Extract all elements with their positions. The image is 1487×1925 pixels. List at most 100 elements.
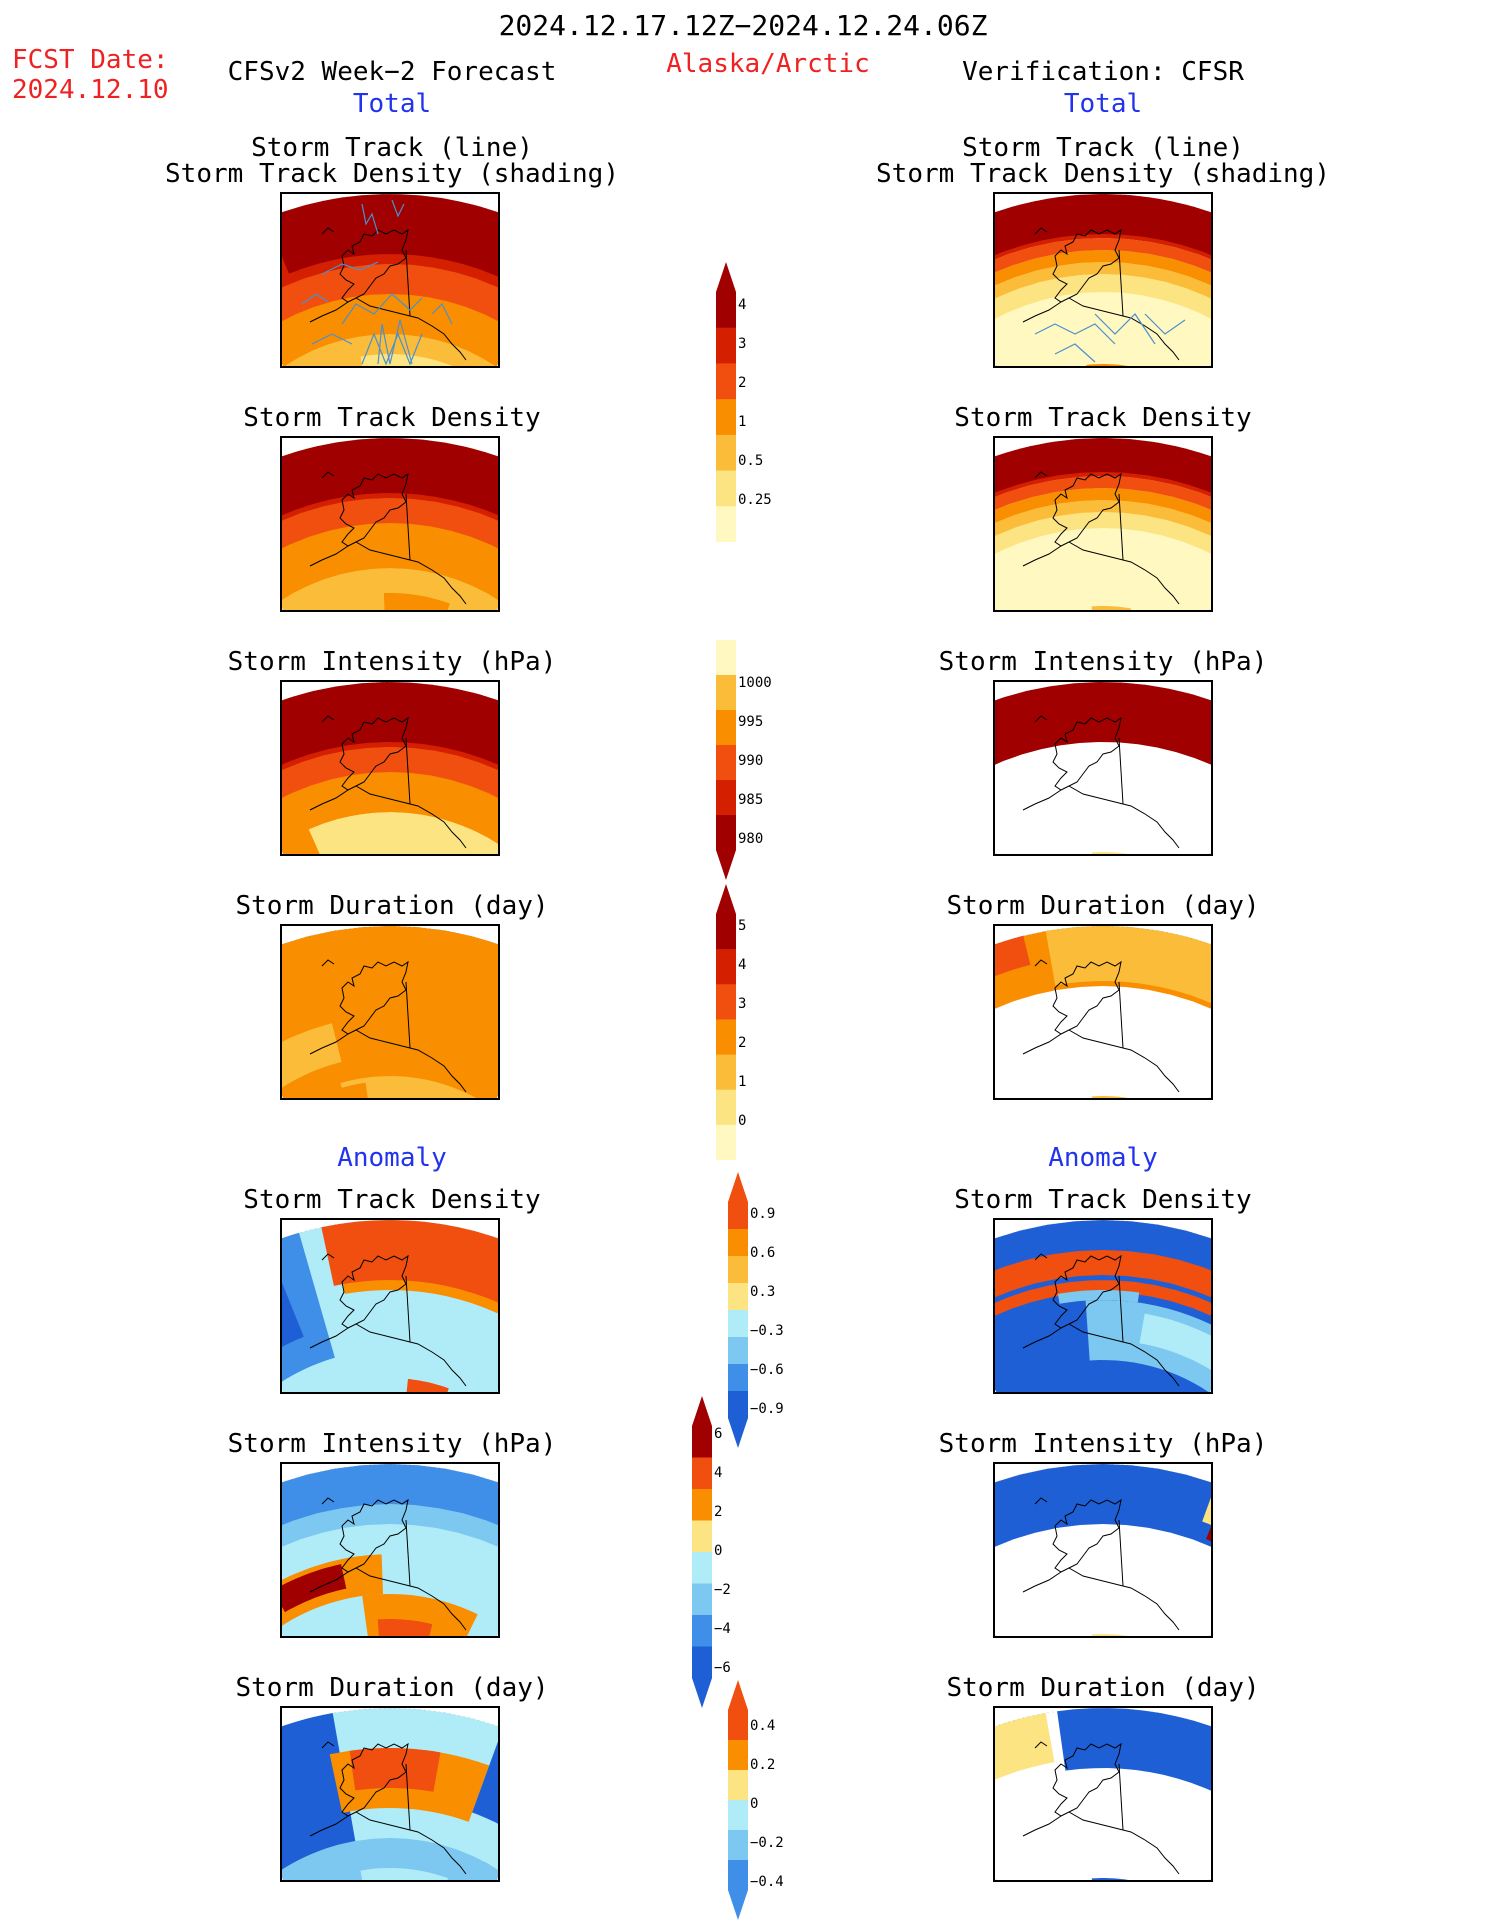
alaska-south-coast	[1068, 297, 1180, 361]
siberia-coast	[321, 715, 335, 723]
shading-lightorange	[995, 500, 1211, 537]
alaska-coastline	[1052, 1742, 1122, 1817]
alaska-south-coast	[355, 541, 467, 605]
border-line	[405, 1519, 411, 1587]
colorbar-cap-bottom	[728, 1418, 748, 1448]
shading-orange	[282, 772, 498, 844]
shading-orange	[383, 593, 450, 610]
aleutian-chain	[1022, 789, 1062, 811]
storm-track-line	[1034, 323, 1116, 345]
storm-track-line	[341, 293, 423, 325]
shading-orange	[282, 294, 498, 366]
storm-track-line	[431, 302, 453, 325]
title-anom-intensity-right: Storm Intensity (hPa)	[938, 1429, 1268, 1459]
aleutian-chain	[309, 301, 349, 323]
alaska-south-coast	[1068, 541, 1180, 605]
map-anom-density-verification	[993, 1218, 1213, 1394]
storm-track-line	[1144, 313, 1186, 335]
colorbar-segment	[716, 815, 736, 851]
map-density-verification	[993, 436, 1213, 612]
border-line	[1118, 493, 1124, 561]
alaska-south-coast	[355, 785, 467, 849]
colorbar-segment	[728, 1740, 748, 1771]
shading-yellow	[1091, 1634, 1129, 1636]
alaska-south-coast	[1068, 1811, 1180, 1875]
siberia-coast	[1034, 1497, 1048, 1505]
right-total-label: Total	[1063, 89, 1143, 119]
title-track-shading-left: Storm Track Density (shading)	[165, 159, 619, 189]
shading-yellow	[995, 512, 1211, 554]
title-density-left: Storm Track Density	[243, 403, 541, 433]
shading-lightblue	[282, 1524, 498, 1580]
shading-lightorange	[1091, 1096, 1129, 1098]
colorbar-segment	[716, 984, 736, 1020]
shading-orangered	[406, 1378, 449, 1392]
map-track-density-verification	[993, 192, 1213, 368]
colorbar-segment	[692, 1489, 712, 1521]
aleutian-chain	[309, 1327, 349, 1349]
map-intensity-verification	[993, 680, 1213, 856]
colorbar-segment	[728, 1800, 748, 1831]
shading-lightorange	[284, 334, 496, 366]
alaska-coastline	[339, 1498, 409, 1573]
colorbar-intensity-total: 1000 995 990 985 980	[716, 640, 772, 884]
title-anom-density-left: Storm Track Density	[243, 1185, 541, 1215]
shading-darkred	[995, 438, 1211, 493]
alaska-south-coast	[1068, 1029, 1180, 1093]
shading-orangered	[349, 1748, 441, 1792]
border-line	[1118, 1519, 1124, 1587]
shading-orangered	[995, 476, 1211, 510]
anomaly-label-left: Anomaly	[337, 1143, 447, 1173]
shading-orangered	[321, 1220, 498, 1303]
colorbar-segment	[728, 1770, 748, 1801]
storm-track-line	[1054, 343, 1096, 363]
shading-darkred	[282, 438, 498, 516]
colorbar-segment	[716, 1124, 736, 1161]
colorbar-segment	[692, 1615, 712, 1647]
map-anom-duration-verification	[993, 1706, 1213, 1882]
colorbar-segment	[728, 1283, 748, 1311]
shading-darkblue	[282, 1282, 304, 1347]
colorbar-segment	[716, 675, 736, 711]
shading-darkred	[282, 194, 498, 277]
shading-lightorange	[1045, 926, 1211, 1004]
alaska-south-coast	[355, 1567, 467, 1631]
shading-yellow	[1091, 852, 1128, 854]
shading-orangered	[282, 747, 498, 798]
shading-darkred	[282, 682, 498, 765]
alaska-south-coast	[1068, 1567, 1180, 1631]
colorbar-segment	[692, 1583, 712, 1616]
colorbar-segment	[728, 1310, 748, 1338]
aleutian-chain	[1022, 1033, 1062, 1055]
colorbar-cap-bottom	[716, 850, 736, 880]
colorbar-cap-bottom	[692, 1678, 712, 1708]
siberia-coast	[1034, 959, 1048, 967]
aleutian-chain	[309, 1571, 349, 1593]
shading-orangered	[995, 1250, 1211, 1298]
shading-lightblue	[1139, 1313, 1211, 1370]
map-density-forecast	[280, 436, 500, 612]
colorbar-cap-top	[716, 262, 736, 292]
colorbar-segment	[692, 1646, 712, 1679]
title-track-line-left: Storm Track (line)	[251, 133, 533, 163]
siberia-coast	[321, 1497, 335, 1505]
colorbar-segment	[728, 1256, 748, 1284]
shading-orange	[314, 1082, 368, 1098]
forecast-period: 2024.12.17.12Z−2024.12.24.06Z	[498, 9, 988, 42]
storm-track-line	[311, 333, 353, 345]
siberia-coast	[1034, 471, 1048, 479]
alaska-south-coast	[355, 297, 467, 361]
colorbar-segment	[692, 1520, 712, 1553]
alaska-south-coast	[355, 1029, 467, 1093]
border-line	[405, 493, 411, 561]
right-column-title: Verification: CFSR	[962, 57, 1244, 87]
border-line	[405, 1275, 411, 1343]
colorbar-segment	[716, 640, 736, 676]
title-intensity-right: Storm Intensity (hPa)	[938, 647, 1268, 677]
alaska-coastline	[1052, 1498, 1122, 1573]
border-line	[1118, 981, 1124, 1049]
colorbar-segment	[692, 1457, 712, 1490]
siberia-coast	[321, 227, 335, 235]
shading-orangered	[995, 935, 1031, 977]
shading-lightblue	[303, 1370, 416, 1392]
